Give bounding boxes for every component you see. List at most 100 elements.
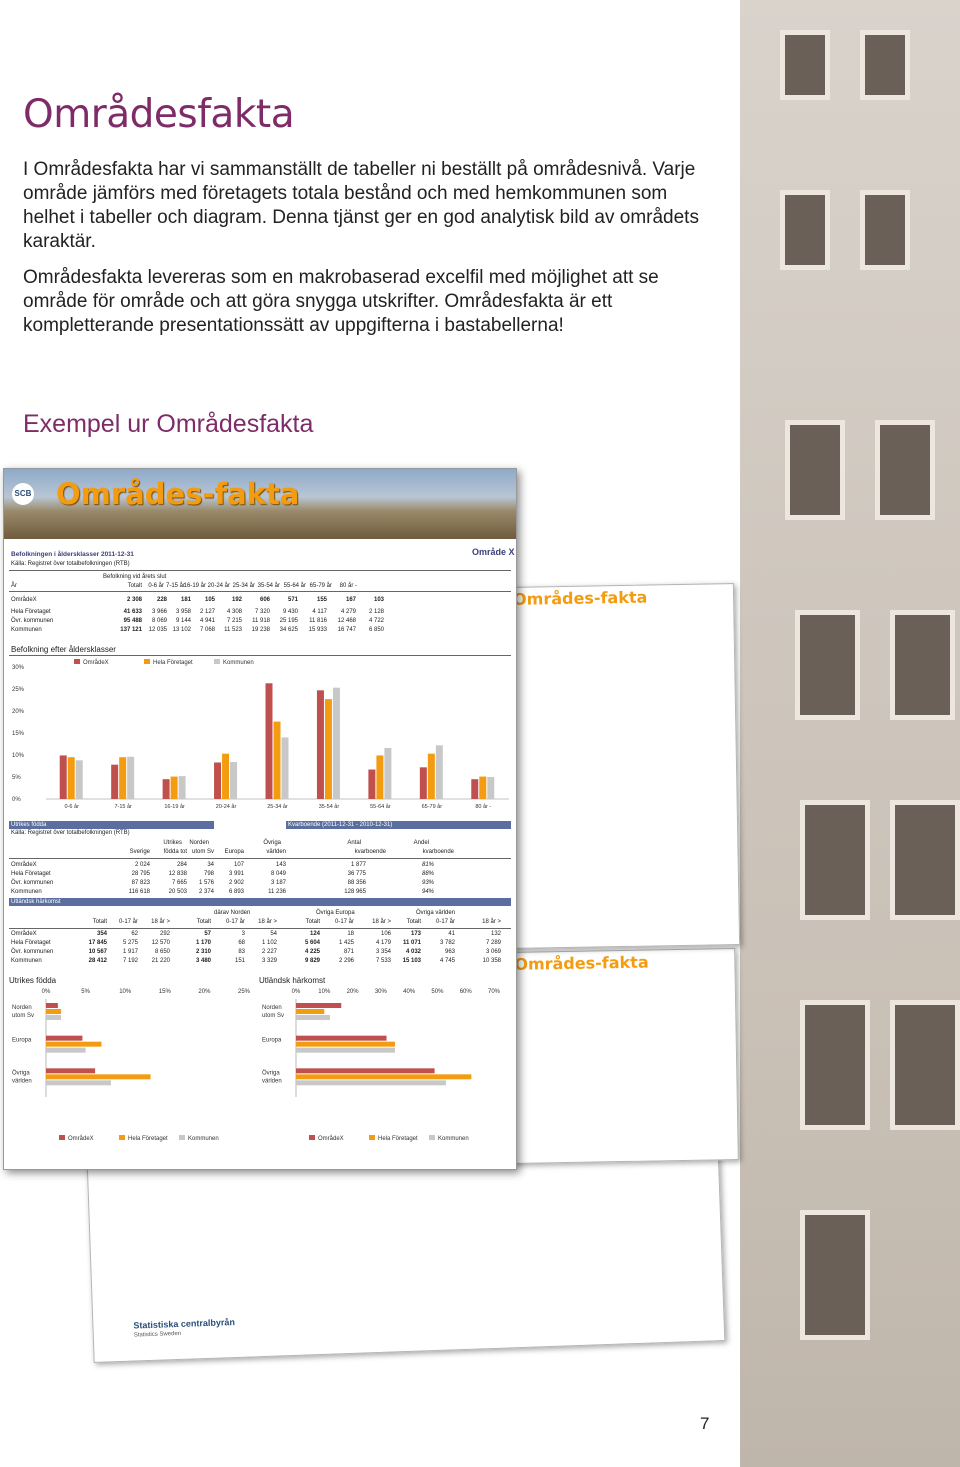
table-cell: 5 275 — [122, 940, 138, 946]
x-tick-label: 50% — [431, 989, 444, 995]
section1-row-header: År — [11, 583, 17, 589]
chart-bar — [46, 1041, 102, 1047]
table-cell: 2 127 — [199, 609, 215, 615]
legend-label: OmrådeX — [83, 659, 109, 666]
back-sheet-1-title: Områdes-fakta — [512, 587, 648, 609]
section2-title: Utrikes födda — [9, 821, 214, 829]
scb-sub: Statistics Sweden — [133, 1330, 182, 1339]
table-cell: 1 102 — [261, 940, 277, 946]
banner: SCB Områdes-fakta — [4, 469, 516, 539]
foreign-background-chart: 0% 10% 20% 30% 40% 50% 60% 70% Norden utom Sv Euro… — [262, 989, 501, 1142]
legend-label: Hela Företaget — [378, 1136, 418, 1142]
table-cell: 155 — [316, 597, 327, 603]
chart-bar — [119, 757, 127, 799]
table-cell: 13 102 — [172, 627, 191, 633]
x-tick-label: 80 år - — [475, 803, 491, 810]
column-header: Utrikes — [163, 840, 182, 846]
chart1-title: Befolkning efter åldersklasser — [11, 645, 116, 654]
legend-swatch — [119, 1135, 125, 1140]
column-header: födda tot — [163, 849, 187, 855]
table-cell: 18 — [347, 931, 354, 937]
x-tick-label: 25% — [238, 989, 251, 995]
table-cell: 41 633 — [123, 609, 142, 615]
legend-label: Kommunen — [188, 1136, 219, 1142]
table-cell: 167 — [345, 597, 356, 603]
section1-title: Befolkningen i åldersklasser 2011-12-31 — [11, 551, 134, 558]
table-cell: 4 117 — [312, 609, 327, 615]
table-cell: 143 — [275, 862, 286, 868]
table-cell: 2 902 — [228, 880, 244, 886]
table-cell: 151 — [234, 958, 245, 964]
chart-bar — [281, 737, 289, 799]
legend-label: OmrådeX — [68, 1135, 94, 1142]
banner-title: Områdes-fakta — [56, 477, 300, 511]
section2-title-right: Kvarboende (2011-12-31 - 2010-12-31) — [286, 821, 511, 829]
x-tick-label: 20% — [347, 989, 360, 995]
table-cell: 128 965 — [344, 889, 366, 895]
column-header: kvarboende — [354, 849, 386, 855]
table-cell: 11 918 — [252, 618, 270, 624]
chart-bar — [273, 721, 281, 799]
table-cell: 3 329 — [261, 958, 277, 964]
table-cell: 93% — [421, 880, 434, 886]
table-cell: 3 966 — [151, 609, 167, 615]
foreign-born-chart: 0% 5% 10% 15% 20% 25% Norden utom Sv Europa Övrig… — [12, 989, 251, 1142]
table-cell: 62 — [131, 931, 138, 937]
table-cell: 3 480 — [195, 958, 211, 964]
table-cell: 4 032 — [405, 949, 421, 955]
table-cell: 25 195 — [279, 618, 298, 624]
x-tick-label: 30% — [375, 989, 388, 995]
column-header: 35-54 år — [257, 583, 280, 589]
column-header: Totalt — [305, 919, 320, 925]
table-cell: 15 933 — [308, 627, 327, 633]
table-cell: 10 358 — [482, 958, 501, 964]
table-cell: 3 — [241, 931, 245, 937]
table-cell: 606 — [259, 597, 270, 603]
table-cell: 12 468 — [337, 618, 356, 624]
column-header: kvarboende — [422, 849, 454, 855]
table-cell: 36 775 — [347, 871, 366, 877]
table-cell: 10 567 — [88, 949, 107, 955]
chart-bar — [170, 776, 178, 799]
legend-swatch — [144, 659, 150, 664]
chart-bar — [296, 1041, 395, 1047]
column-header: 0-17 år — [118, 919, 138, 925]
column-header: världen — [266, 849, 286, 855]
legend-label: Hela Företaget — [128, 1136, 168, 1142]
row-label: Kommunen — [11, 958, 42, 964]
table-cell: 11 071 — [402, 940, 421, 946]
y-tick-label: Övriga — [12, 1069, 30, 1076]
table-cell: 94% — [421, 889, 434, 895]
table-cell: 105 — [204, 597, 215, 603]
table-cell: 284 — [176, 862, 187, 868]
chart-bar — [265, 683, 273, 799]
table-cell: 116 618 — [128, 889, 150, 895]
table-cell: 7 068 — [199, 627, 215, 633]
column-header: Totalt — [92, 919, 107, 925]
column-header: Norden — [189, 840, 209, 846]
y-tick-label: utom Sv — [262, 1013, 284, 1019]
section3-title: Utländsk härkomst — [9, 898, 511, 906]
table-cell: 963 — [444, 949, 455, 955]
legend-label: Kommunen — [223, 660, 254, 666]
chart-bar — [75, 760, 83, 799]
table-cell: 3 991 — [228, 871, 244, 877]
row-label: Hela Företaget — [11, 871, 51, 877]
table-cell: 2 024 — [134, 862, 150, 868]
y-tick-label: 30% — [12, 665, 25, 671]
back-sheet-1: Områdes-fakta — [506, 583, 741, 949]
legend-swatch — [179, 1135, 185, 1140]
column-header: 25-34 år — [232, 583, 255, 589]
y-tick-label: Europa — [262, 1038, 282, 1044]
table-cell: 3 187 — [270, 880, 286, 886]
table-cell: 12 570 — [151, 940, 170, 946]
legend-label: OmrådeX — [318, 1135, 344, 1142]
chart-bar — [419, 767, 427, 799]
table-cell: 8 650 — [154, 949, 170, 955]
scb-name: Statistiska centralbyrån — [133, 1317, 236, 1331]
x-tick-label: 15% — [159, 989, 172, 995]
table-cell: 34 — [207, 862, 214, 868]
chart-bar — [324, 699, 332, 799]
area-label: Område X — [472, 547, 515, 557]
column-header: 0-6 år — [148, 583, 164, 589]
